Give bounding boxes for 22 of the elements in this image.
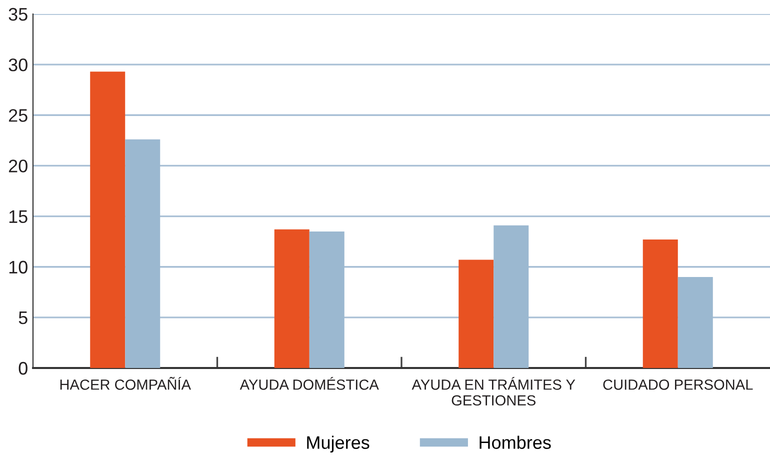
legend-label: Mujeres (307, 436, 370, 453)
x-tick-label: AYUDA EN TRÁMITES Y GESTIONES (412, 377, 576, 406)
bar (642, 240, 678, 368)
y-tick-label: 15 (9, 210, 28, 224)
y-tick-label: 35 (8, 8, 28, 21)
x-tick-label: AYUDA DOMÉSTICA (240, 377, 379, 390)
bar (90, 72, 126, 368)
y-tick-label: 5 (18, 312, 28, 324)
bar (274, 229, 310, 368)
bar (458, 260, 494, 368)
bar (309, 231, 344, 368)
bar (494, 225, 529, 368)
x-tick-label: CUIDADO PERSONAL (603, 379, 753, 390)
y-tick-label: 20 (8, 160, 28, 172)
bar (678, 276, 713, 368)
y-tick-label: 10 (9, 260, 28, 274)
legend-label: Hombres (480, 436, 551, 449)
bar (125, 139, 160, 368)
y-tick-label: 25 (8, 109, 28, 122)
x-tick-label: HACER COMPAÑÍA (60, 376, 191, 390)
y-tick-label: 0 (18, 362, 28, 375)
y-tick-label: 30 (8, 58, 28, 72)
